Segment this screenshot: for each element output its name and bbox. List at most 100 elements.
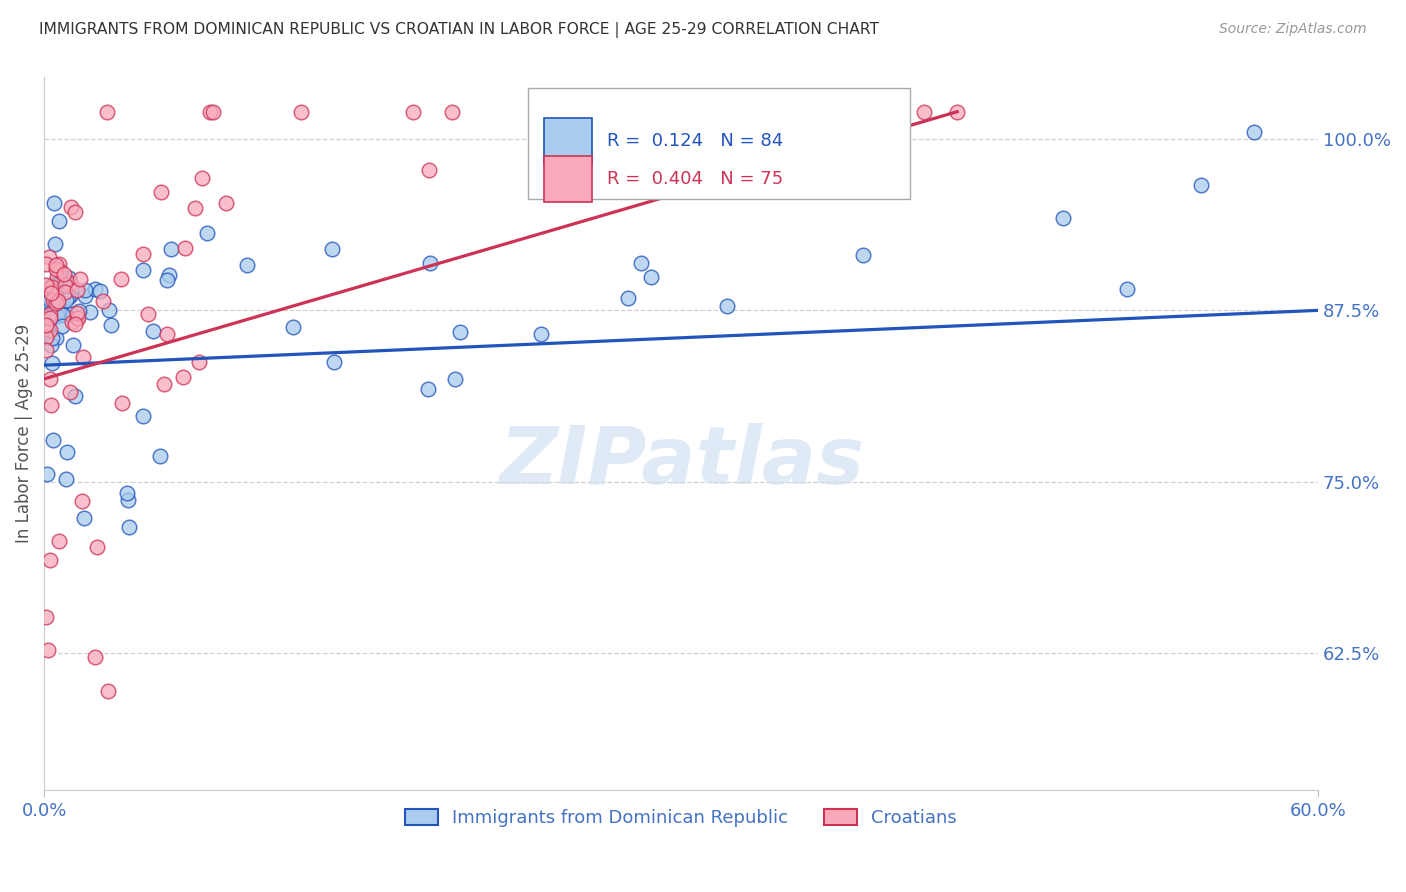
Point	[37, 324, 59, 338]
Point	[42, 285, 65, 299]
Point	[418, 383, 440, 397]
Point	[48, 264, 70, 278]
Point	[39, 338, 62, 352]
Point	[716, 299, 738, 313]
Point	[440, 104, 463, 119]
Point	[46, 289, 69, 303]
Point	[157, 268, 180, 282]
Point	[38, 250, 60, 264]
Point	[66, 306, 89, 320]
Point	[323, 354, 346, 368]
Point	[45, 282, 67, 296]
Point	[1189, 178, 1212, 192]
Point	[39, 323, 62, 337]
Point	[63, 389, 86, 403]
Point	[852, 248, 875, 262]
Point	[190, 170, 212, 185]
Point	[44, 296, 66, 310]
Point	[37, 467, 59, 482]
Point	[1052, 211, 1074, 225]
Point	[110, 272, 132, 286]
Point	[48, 303, 70, 318]
Point	[73, 511, 96, 525]
Point	[93, 294, 115, 309]
Point	[56, 290, 79, 304]
Point	[35, 318, 58, 332]
Point	[617, 291, 640, 305]
Point	[402, 104, 425, 119]
Point	[45, 295, 67, 310]
Point	[665, 104, 688, 119]
Point	[945, 104, 967, 119]
Point	[73, 283, 96, 297]
Point	[1116, 282, 1139, 296]
Point	[149, 185, 172, 199]
Point	[59, 289, 82, 303]
Point	[530, 326, 553, 341]
Point	[55, 293, 77, 307]
Point	[1243, 125, 1265, 139]
Point	[97, 684, 120, 698]
Point	[35, 610, 58, 624]
FancyBboxPatch shape	[544, 118, 592, 164]
Point	[159, 242, 181, 256]
FancyBboxPatch shape	[529, 88, 911, 199]
Point	[46, 294, 69, 309]
Point	[35, 300, 58, 314]
Point	[132, 262, 155, 277]
Point	[45, 262, 67, 277]
Point	[63, 204, 86, 219]
Point	[58, 270, 80, 285]
Text: R =  0.124   N = 84: R = 0.124 N = 84	[607, 132, 783, 150]
Point	[156, 273, 179, 287]
Point	[38, 307, 60, 321]
Point	[142, 324, 165, 338]
Point	[215, 196, 238, 211]
Point	[195, 227, 218, 241]
Point	[117, 493, 139, 508]
Point	[53, 285, 76, 299]
Point	[174, 241, 197, 255]
Point	[56, 444, 79, 458]
Point	[35, 306, 58, 320]
Point	[38, 310, 60, 324]
Point	[59, 385, 82, 400]
Point	[889, 104, 911, 119]
Point	[111, 396, 134, 410]
Point	[44, 279, 66, 293]
Point	[62, 338, 84, 352]
Point	[52, 270, 75, 285]
Point	[153, 376, 176, 391]
Point	[35, 257, 58, 271]
Point	[321, 242, 343, 256]
Point	[59, 200, 82, 214]
Point	[820, 104, 842, 119]
Point	[48, 257, 70, 271]
Point	[630, 256, 652, 270]
Point	[84, 650, 107, 665]
Point	[60, 315, 83, 329]
Point	[621, 104, 644, 119]
Point	[42, 293, 65, 307]
Point	[37, 643, 59, 657]
Text: R =  0.404   N = 75: R = 0.404 N = 75	[607, 169, 783, 187]
Point	[52, 267, 75, 281]
Point	[449, 325, 471, 339]
Point	[100, 318, 122, 333]
Point	[35, 329, 58, 343]
Point	[55, 273, 77, 287]
Point	[38, 310, 60, 324]
Point	[35, 287, 58, 301]
Point	[38, 310, 60, 324]
Point	[39, 553, 62, 567]
Point	[45, 309, 67, 323]
Point	[132, 409, 155, 424]
Point	[41, 331, 63, 345]
Point	[73, 289, 96, 303]
Text: Source: ZipAtlas.com: Source: ZipAtlas.com	[1219, 22, 1367, 37]
Point	[37, 310, 59, 324]
Point	[59, 276, 82, 290]
Point	[42, 433, 65, 447]
Point	[79, 305, 101, 319]
Point	[132, 246, 155, 260]
